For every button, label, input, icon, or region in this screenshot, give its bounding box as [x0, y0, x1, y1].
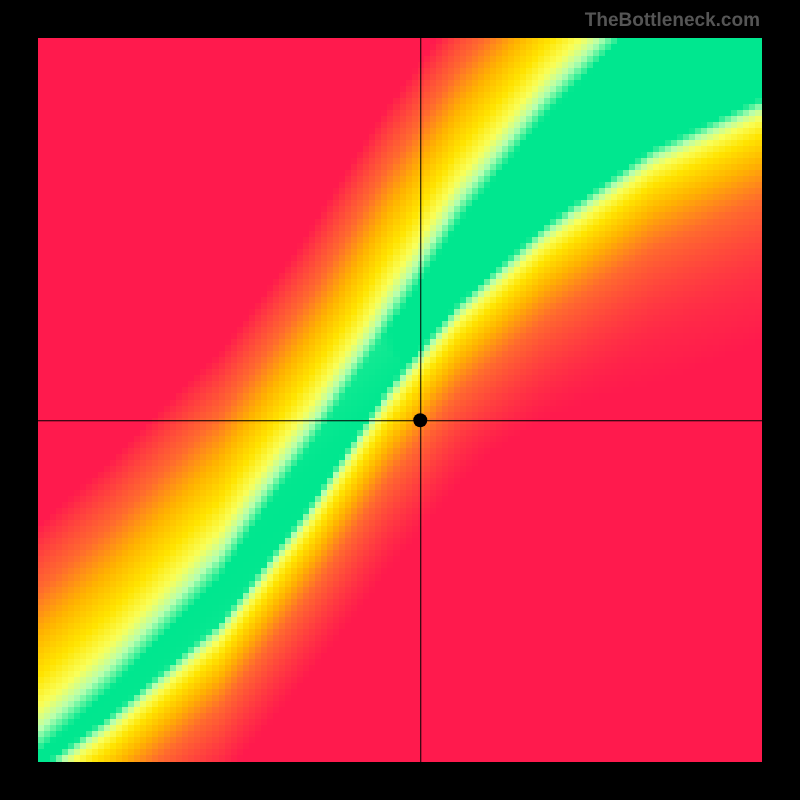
heatmap-plot [38, 38, 762, 762]
heatmap-canvas [38, 38, 762, 762]
watermark-text: TheBottleneck.com [585, 10, 760, 32]
